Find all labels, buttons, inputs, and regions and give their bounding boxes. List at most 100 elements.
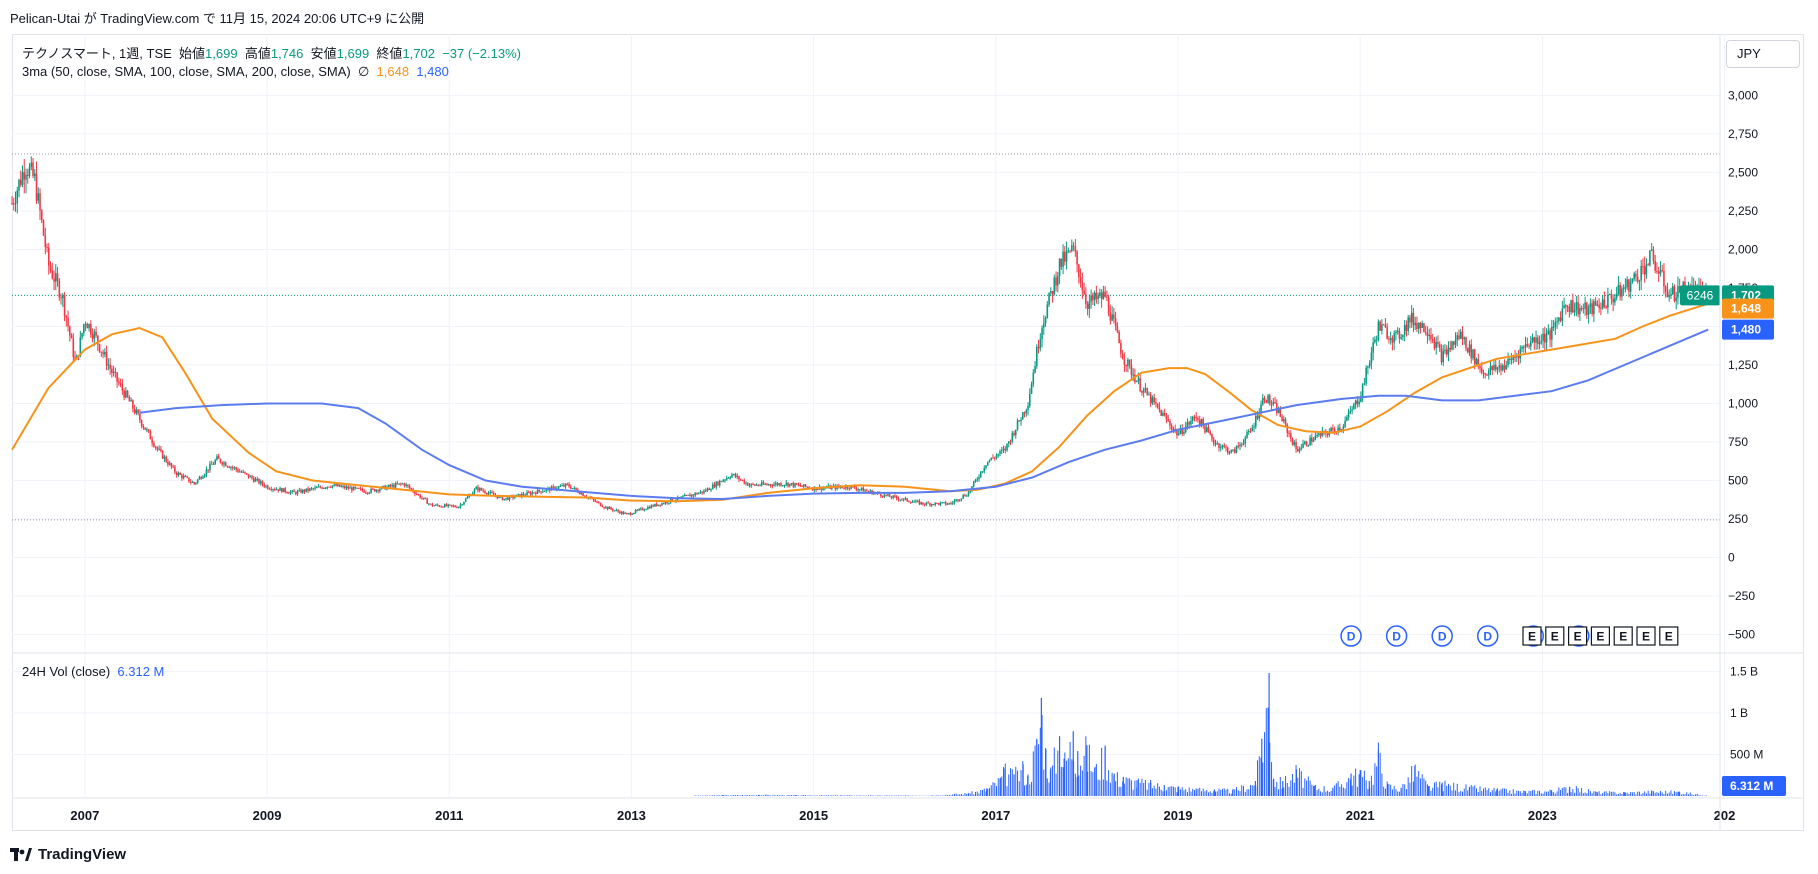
candle-body (1342, 426, 1345, 429)
candle-body (1603, 299, 1606, 307)
candle-body (1354, 400, 1357, 405)
candle-body (986, 461, 989, 466)
candle-body (1598, 304, 1600, 308)
candle-body (1519, 348, 1522, 359)
candle-body (261, 481, 264, 485)
earnings-marker-label: E (1642, 630, 1650, 644)
candle-body (610, 507, 612, 510)
candle-body (1480, 368, 1483, 373)
price-badge (1722, 319, 1774, 340)
candle-body (1102, 291, 1105, 299)
candle-body (792, 483, 795, 487)
symbol-text: テクノスマート, 1週, TSE (22, 46, 172, 61)
candle-body (918, 500, 921, 505)
candle-body (28, 167, 31, 176)
candle-body (389, 484, 392, 487)
candle-body (109, 364, 111, 369)
candle-body (352, 486, 355, 491)
candle-body (1130, 364, 1133, 375)
candle-body (1225, 446, 1227, 448)
candle-body (1358, 401, 1360, 405)
candle-body (543, 490, 546, 492)
candle-body (1260, 404, 1262, 414)
candle-body (774, 483, 777, 485)
candle-body (1498, 365, 1501, 368)
candle-body (265, 485, 267, 487)
hidden-eye-icon[interactable]: ∅ (357, 64, 370, 79)
candle-body (328, 486, 330, 488)
candle-body (915, 500, 917, 502)
candle-body (209, 463, 211, 471)
candle-body (750, 483, 753, 486)
candle-body (387, 484, 390, 487)
candle-body (1256, 415, 1259, 419)
currency-button[interactable]: JPY (1726, 40, 1800, 68)
candle-body (342, 485, 344, 487)
price-badge-label: 1,480 (1731, 323, 1761, 337)
ma-legend[interactable]: 3ma (50, close, SMA, 100, close, SMA, 20… (22, 64, 449, 80)
price-tick-label: 2,250 (1728, 204, 1758, 218)
candle-body (1067, 250, 1070, 252)
candle-body (1044, 317, 1047, 324)
candle-body (1353, 404, 1355, 410)
candle-body (256, 478, 259, 480)
candle-body (1002, 448, 1005, 451)
candle-body (869, 490, 872, 492)
candle-body (492, 493, 495, 495)
candle-body (307, 488, 309, 491)
earnings-marker (1522, 626, 1542, 646)
candle-body (319, 486, 322, 488)
candle-body (960, 498, 963, 500)
candle-body (1596, 304, 1599, 306)
price-badge-label: 1,648 (1731, 302, 1761, 316)
volume-badge-label: 6.312 M (1730, 779, 1773, 793)
candle-body (760, 482, 763, 486)
price-axis[interactable]: 3,0002,7502,5002,2502,0001,7501,5001,250… (1728, 88, 1758, 641)
candle-body (1577, 302, 1579, 315)
candle-body (627, 513, 630, 515)
candle-body (424, 497, 427, 500)
candle-body (361, 488, 364, 491)
candle-body (177, 473, 180, 476)
candle-body (534, 492, 537, 494)
candle-body (746, 482, 749, 486)
candle-body (1312, 439, 1315, 442)
candle-body (662, 503, 665, 505)
candle-body (1020, 419, 1022, 421)
candle-body (571, 488, 574, 490)
volume-legend[interactable]: 24H Vol (close) 6.312 M (22, 664, 164, 679)
candle-body (51, 270, 54, 279)
candle-body (107, 364, 110, 366)
candle-body (745, 482, 747, 484)
candle-body (981, 471, 984, 473)
candle-body (901, 499, 903, 501)
candle-body (657, 504, 660, 506)
candle-body (1016, 420, 1019, 430)
candle-body (372, 488, 374, 490)
candle-body (1191, 416, 1194, 421)
tradingview-footer[interactable]: TradingView (10, 846, 126, 863)
candle-body (1188, 422, 1191, 425)
candle-body (720, 481, 723, 483)
candle-body (967, 492, 970, 496)
candle-body (102, 352, 104, 355)
candle-body (526, 492, 528, 496)
candle-body (1111, 314, 1113, 321)
candle-body (161, 450, 164, 459)
candle-body (951, 502, 954, 504)
symbol-legend[interactable]: テクノスマート, 1週, TSE 始値1,699 高値1,746 安値1,699… (22, 43, 521, 62)
time-axis[interactable]: 2007 2009 2011 2013 2015 2017 2019 2021 2023 202 (70, 808, 1735, 823)
candle-body (1006, 443, 1008, 451)
candle-body (1265, 400, 1268, 403)
candle-body (417, 494, 420, 496)
candle-body (263, 484, 266, 487)
candle-body (1240, 444, 1243, 446)
candle-body (1007, 441, 1010, 444)
volume-bars (694, 672, 1707, 796)
candle-body (1556, 321, 1558, 323)
volume-axis[interactable]: 1.5 B 1 B 500 M (1730, 664, 1763, 761)
candle-body (920, 502, 922, 505)
candle-body (506, 497, 509, 500)
candle-body (1563, 305, 1565, 309)
